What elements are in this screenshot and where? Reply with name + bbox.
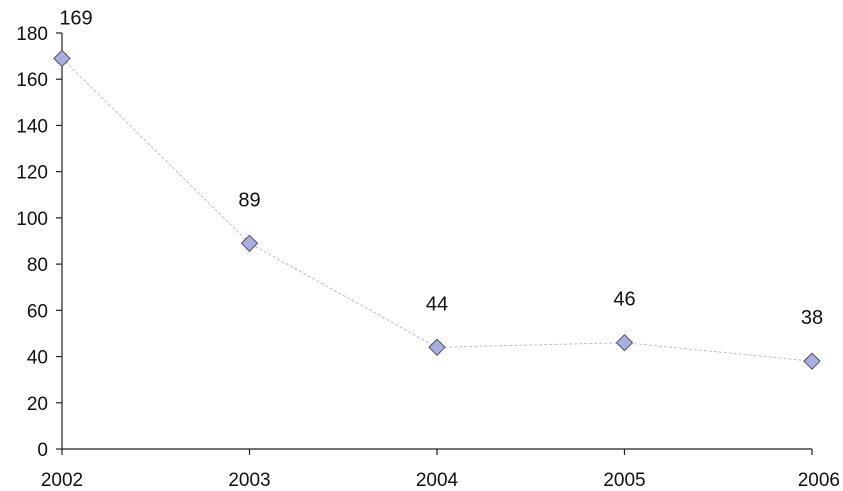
y-tick-label: 0 [37, 440, 48, 461]
x-tick-label: 2006 [798, 470, 840, 491]
y-tick-label: 140 [16, 116, 48, 137]
data-label: 46 [613, 289, 635, 311]
y-axis-ticks: 0 20 40 60 80 100 120 140 160 180 [16, 24, 62, 461]
y-tick-label: 40 [27, 348, 48, 369]
data-point-marker [240, 234, 259, 253]
y-tick-label: 60 [27, 301, 48, 322]
x-tick-label: 2003 [228, 470, 270, 491]
data-markers [53, 49, 821, 370]
data-label: 169 [59, 7, 92, 29]
data-point-marker [615, 333, 634, 352]
series-line [61, 58, 813, 362]
x-tick-label: 2005 [603, 470, 645, 491]
x-tick-label: 2004 [416, 470, 459, 491]
y-tick-label: 100 [16, 209, 48, 230]
data-point-marker [803, 352, 821, 370]
y-tick-label: 180 [16, 24, 48, 45]
x-axis-ticks: 2002 2003 2004 2005 2006 [41, 449, 840, 491]
data-label: 89 [238, 189, 260, 211]
data-point-marker [53, 49, 71, 68]
y-tick-label: 120 [16, 163, 48, 184]
data-label: 38 [801, 307, 823, 329]
y-tick-label: 80 [27, 255, 48, 276]
y-tick-label: 160 [16, 70, 48, 91]
data-label: 44 [426, 293, 448, 315]
x-tick-label: 2002 [41, 470, 83, 491]
y-tick-label: 20 [27, 394, 48, 415]
data-point-marker [428, 338, 446, 357]
data-labels: 169 89 44 46 38 [59, 7, 823, 329]
